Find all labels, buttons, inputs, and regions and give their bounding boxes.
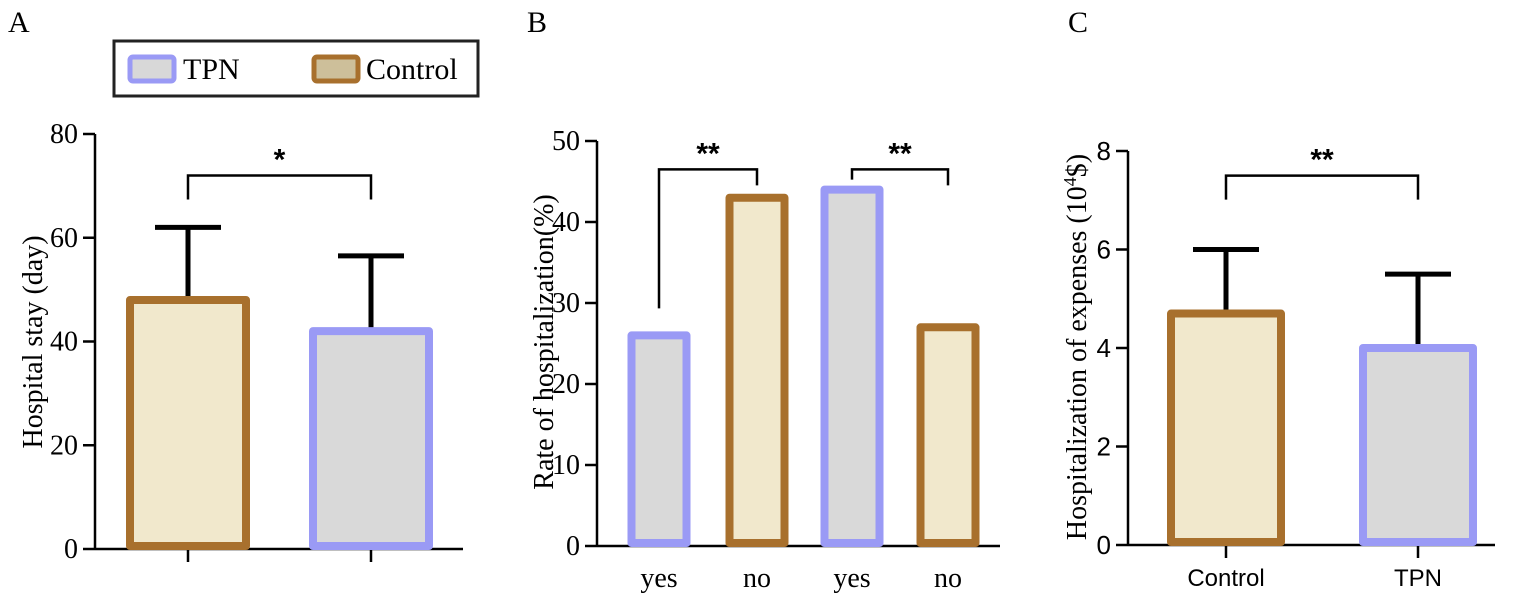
panel-b-x-tick-label: yes <box>640 563 677 594</box>
panel-a-y-tick-label: 40 <box>50 327 78 358</box>
panel-a-y-tick-label: 60 <box>50 223 78 254</box>
panel-b-y-tick-label: 30 <box>552 288 580 319</box>
panel-c-significance-label: ** <box>1310 144 1334 177</box>
legend-swatch-tpn <box>127 54 177 84</box>
panel-c-x-tick-label: TPN <box>1394 565 1442 592</box>
panel-c-x-tick-label: Control <box>1187 565 1264 592</box>
panel-b-x-tick-label: no <box>934 563 962 594</box>
panel-b-significance-label: ** <box>888 137 912 170</box>
panel-c-bar-tpn <box>1359 344 1477 546</box>
legend: TPN Control <box>112 39 480 98</box>
panel-c-y-tick-label: 8 <box>1097 136 1111 166</box>
panel-b-bar-tpn <box>820 185 884 547</box>
panel-c-significance-bracket <box>1224 174 1420 200</box>
panel-b-y-tick-label: 40 <box>552 207 580 238</box>
panel-b-bar-tpn <box>627 331 691 547</box>
panel-b-x-tick-label: yes <box>833 563 870 594</box>
panel-label-b: B <box>527 6 547 39</box>
panel-a-chart: 0 20 40 60 80 * <box>50 119 463 565</box>
panel-b-y-tick-label: 0 <box>566 531 580 562</box>
panel-c-bar-control <box>1167 309 1285 546</box>
panel-b-significance-label: ** <box>696 137 720 170</box>
panel-c-y-tick-label: 2 <box>1097 432 1111 462</box>
panel-label-c: C <box>1068 6 1088 39</box>
panel-c-ylabel: Hospitalization of expenses (104$) <box>1060 154 1093 540</box>
panel-b-bar-control <box>916 323 980 547</box>
panel-b-chart: 0 10 20 30 40 50 yes no yes no ** ** <box>552 126 1000 594</box>
panel-b-y-tick-label: 20 <box>552 369 580 400</box>
panel-a-significance-bracket <box>186 174 373 200</box>
panel-a-y-tick-label: 80 <box>50 119 78 150</box>
panel-a-bar-tpn <box>309 327 433 550</box>
panel-b-y-tick-label: 10 <box>552 450 580 481</box>
panel-b-x-tick-label: no <box>743 563 771 594</box>
panel-a-y-tick-label: 0 <box>64 534 78 565</box>
panel-a-significance-label: * <box>274 144 286 177</box>
panel-b-significance-bracket <box>850 168 950 186</box>
panel-c-chart: 0 2 4 6 8 Control TPN ** <box>1097 136 1495 592</box>
panel-b-y-tick-label: 50 <box>552 126 580 157</box>
panel-a-bar-control <box>126 296 250 550</box>
panel-c-y-tick-label: 0 <box>1097 530 1111 560</box>
panel-a-y-tick-label: 20 <box>50 430 78 461</box>
panel-b-significance-bracket <box>657 168 759 309</box>
legend-swatch-control <box>311 54 361 84</box>
panel-a-ylabel: Hospital stay (day) <box>18 235 49 448</box>
panel-c-y-tick-label: 6 <box>1097 235 1111 265</box>
panel-b-bar-control <box>725 193 789 547</box>
panel-label-a: A <box>8 6 30 39</box>
legend-label-tpn: TPN <box>183 53 240 86</box>
legend-label-control: Control <box>366 53 458 86</box>
panel-b-ylabel: Rate of hospitalization(%) <box>529 194 560 489</box>
panel-c-y-tick-label: 4 <box>1097 333 1111 363</box>
